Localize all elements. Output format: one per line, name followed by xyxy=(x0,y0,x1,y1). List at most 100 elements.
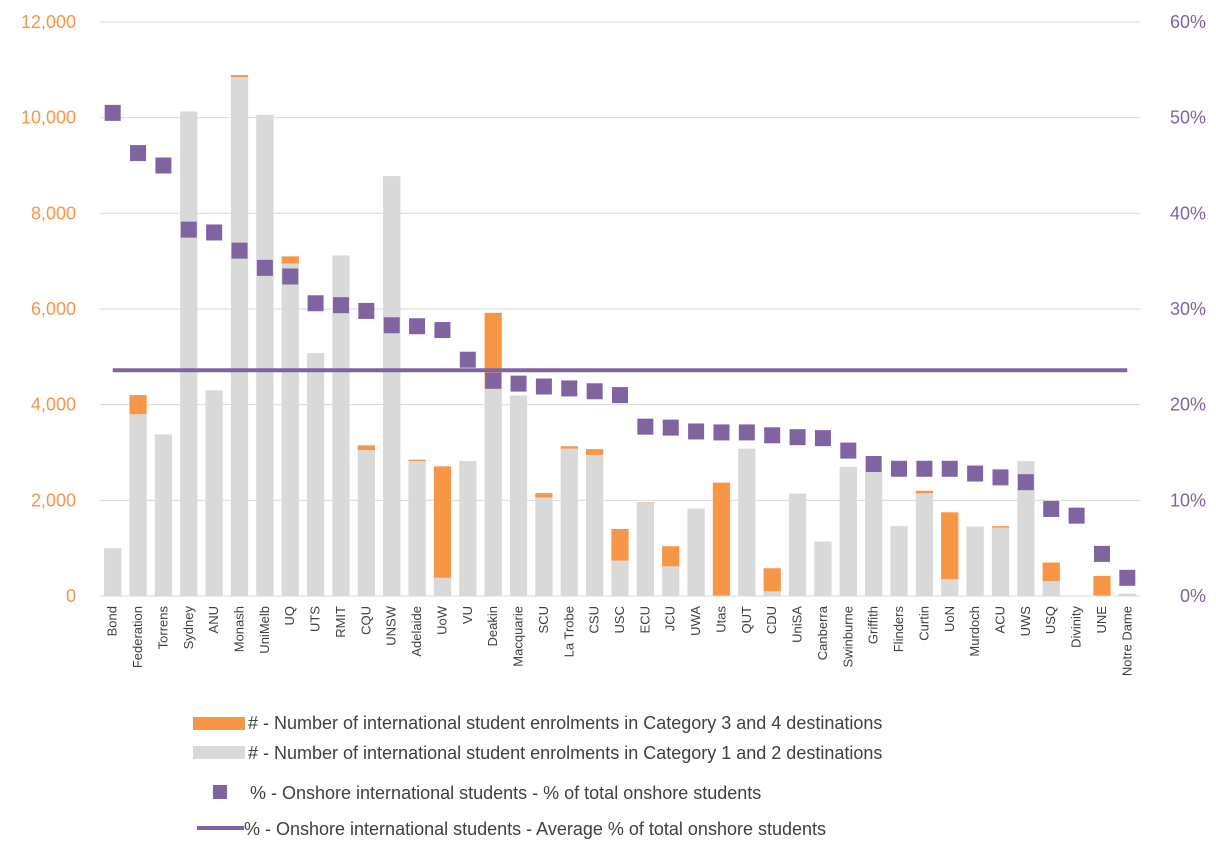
category-label: CQU xyxy=(358,606,373,635)
category-label: Sydney xyxy=(181,606,196,650)
percent-marker xyxy=(256,259,273,276)
category-label: UoW xyxy=(434,605,449,635)
category-label: VU xyxy=(460,606,475,624)
bar-category-1-2 xyxy=(738,448,756,596)
bar-category-3-4 xyxy=(281,256,299,264)
percent-marker xyxy=(459,351,476,368)
percent-marker xyxy=(409,318,426,335)
bar-category-3-4 xyxy=(915,490,934,494)
category-label: Federation xyxy=(130,606,145,668)
category-label: ECU xyxy=(637,606,652,633)
bar-category-1-2 xyxy=(839,466,857,596)
category-label: RMIT xyxy=(333,606,348,638)
percent-marker xyxy=(637,418,654,435)
percent-marker xyxy=(510,375,527,392)
category-label: Canberra xyxy=(815,605,830,660)
legend-swatch-gray xyxy=(193,746,245,759)
left-tick-label: 2,000 xyxy=(31,490,76,510)
legend-item-category-3-4: # - Number of international student enro… xyxy=(193,713,882,733)
bar-category-1-2 xyxy=(104,548,122,596)
percent-marker xyxy=(992,469,1009,486)
bar-category-1-2 xyxy=(509,395,528,596)
category-labels: Bond Federation Torrens Sydney ANU Monash UniM… xyxy=(105,605,1135,676)
legend: # - Number of international student enro… xyxy=(193,713,882,839)
right-tick-label: 30% xyxy=(1170,299,1206,319)
percent-marker xyxy=(561,380,578,397)
legend-item-category-1-2: # - Number of international student enro… xyxy=(193,743,882,763)
bar-category-3-4 xyxy=(941,512,959,580)
category-label: USC xyxy=(612,606,627,633)
left-tick-label: 10,000 xyxy=(21,108,76,128)
percent-marker xyxy=(180,221,197,238)
bar-category-1-2 xyxy=(332,255,350,596)
percent-marker xyxy=(358,302,375,319)
percent-marker xyxy=(941,460,958,477)
bar-category-3-4 xyxy=(763,568,781,592)
bar-category-3-4 xyxy=(611,529,629,561)
category-label: SCU xyxy=(536,606,551,633)
bar-category-1-2 xyxy=(281,263,299,596)
percent-marker xyxy=(1093,545,1110,562)
bar-category-3-4 xyxy=(433,466,452,578)
bar-category-3-4 xyxy=(712,482,731,596)
percent-marker xyxy=(662,419,679,436)
left-tick-label: 4,000 xyxy=(31,395,76,415)
category-label: ANU xyxy=(206,606,221,633)
percent-marker xyxy=(764,427,781,444)
bar-category-1-2 xyxy=(1042,581,1060,596)
category-label: Flinders xyxy=(891,606,906,653)
percent-marker xyxy=(713,424,730,441)
legend-label-category-3-4: # - Number of international student enro… xyxy=(248,713,882,733)
bar-category-3-4 xyxy=(662,546,680,567)
percent-markers xyxy=(104,104,1136,586)
bar-category-3-4 xyxy=(586,449,604,455)
bar-category-3-4 xyxy=(1093,575,1111,596)
left-tick-label: 12,000 xyxy=(21,12,76,32)
category-label: Divinity xyxy=(1069,606,1084,648)
percent-marker xyxy=(485,372,502,389)
category-label: UniMelb xyxy=(257,606,272,654)
percent-marker xyxy=(1068,507,1085,524)
category-label: UoN xyxy=(942,606,957,632)
percent-marker xyxy=(155,157,172,174)
right-tick-label: 50% xyxy=(1170,108,1206,128)
legend-swatch-square xyxy=(213,785,227,799)
percent-marker xyxy=(738,424,755,441)
percent-marker xyxy=(814,430,831,447)
category-label: Torrens xyxy=(155,606,170,650)
gridlines xyxy=(100,21,1140,501)
bar-category-1-2 xyxy=(256,114,274,597)
percent-marker xyxy=(612,387,628,404)
left-tick-label: 6,000 xyxy=(31,299,76,319)
percent-marker xyxy=(282,268,299,285)
bar-category-1-2 xyxy=(636,502,654,596)
category-label: UTS xyxy=(308,606,323,632)
percent-marker xyxy=(865,455,882,472)
bar-category-1-2 xyxy=(611,560,629,596)
bar-category-3-4 xyxy=(991,526,1010,528)
category-label: Monash xyxy=(232,606,247,652)
percent-marker xyxy=(104,104,121,121)
bars xyxy=(104,75,1136,597)
percent-marker xyxy=(535,378,552,395)
left-tick-label: 8,000 xyxy=(31,203,76,223)
percent-marker xyxy=(1119,569,1136,586)
right-tick-label: 40% xyxy=(1170,203,1206,223)
percent-marker xyxy=(383,317,400,334)
bar-category-1-2 xyxy=(814,541,832,596)
category-label: QUT xyxy=(739,606,754,634)
bar-category-1-2 xyxy=(154,434,173,596)
category-label: Bond xyxy=(105,606,120,636)
legend-swatch-orange xyxy=(193,717,245,730)
percent-marker xyxy=(916,460,933,477)
bar-category-1-2 xyxy=(1017,461,1035,596)
category-label: JCU xyxy=(663,606,678,631)
bar-category-1-2 xyxy=(180,111,198,596)
bar-category-1-2 xyxy=(865,471,883,596)
bar-category-1-2 xyxy=(788,493,807,596)
percent-marker xyxy=(206,224,223,241)
percent-marker xyxy=(586,383,603,400)
category-label: UNSW xyxy=(384,605,399,645)
percent-marker xyxy=(891,460,908,477)
